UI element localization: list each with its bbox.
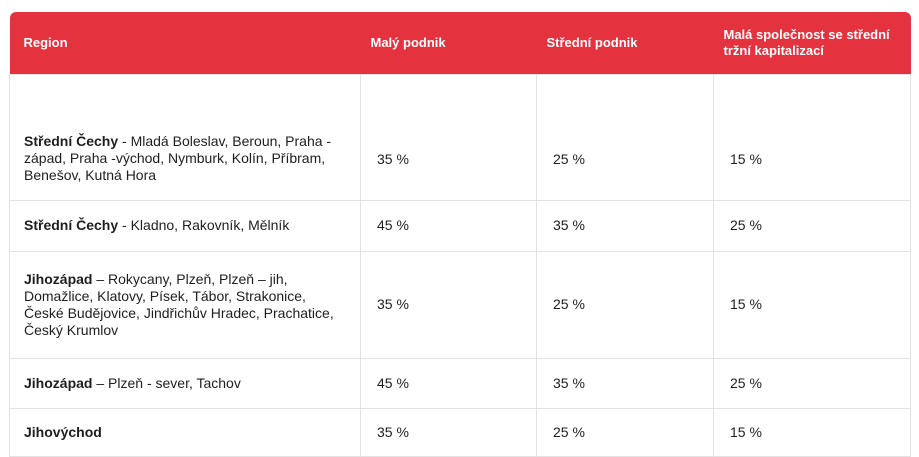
table-row: Jihovýchod 35 % 25 % 15 %	[9, 407, 911, 457]
region-cell: Jihovýchod	[9, 407, 361, 457]
header-small-midcap: Malá společnost se střední tržní kapital…	[713, 12, 911, 74]
region-name: Jihovýchod	[24, 423, 102, 440]
region-cell: Jihozápad – Rokycany, Plzeň, Plzeň – jih…	[9, 250, 361, 359]
small-enterprise-value: 35 %	[360, 250, 537, 359]
region-cell: Jihozápad – Plzeň - sever, Tachov	[9, 357, 361, 409]
small-enterprise-value: 45 %	[360, 199, 537, 252]
small-enterprise-value: 35 %	[360, 73, 537, 201]
small-midcap-value: 25 %	[713, 199, 911, 252]
region-areas: – Rokycany, Plzeň, Plzeň – jih, Domažlic…	[24, 270, 334, 338]
region-name: Jihozápad	[24, 374, 93, 391]
region-name: Střední Čechy	[24, 217, 119, 233]
small-enterprise-value: 45 %	[360, 357, 537, 409]
region-name: Jihozápad	[24, 270, 93, 287]
medium-enterprise-value: 35 %	[536, 199, 714, 252]
region-name: Střední Čechy	[24, 132, 119, 149]
table-row: Jihozápad – Rokycany, Plzeň, Plzeň – jih…	[9, 250, 911, 359]
table-row: Střední Čechy - Kladno, Rakovník, Mělník…	[9, 199, 911, 252]
region-areas: – Plzeň - sever, Tachov	[92, 374, 241, 391]
aid-intensity-table: Region Malý podnik Střední podnik Malá s…	[9, 12, 911, 457]
header-medium-enterprise: Střední podnik	[536, 12, 714, 74]
header-region: Region	[9, 12, 361, 74]
medium-enterprise-value: 25 %	[536, 73, 714, 201]
table-header: Region Malý podnik Střední podnik Malá s…	[9, 12, 911, 74]
small-midcap-value: 15 %	[713, 407, 911, 457]
header-small-enterprise: Malý podnik	[360, 12, 537, 74]
medium-enterprise-value: 35 %	[536, 357, 714, 409]
table-row: Jihozápad – Plzeň - sever, Tachov 45 % 3…	[9, 357, 911, 409]
header-row: Region Malý podnik Střední podnik Malá s…	[9, 12, 911, 74]
region-cell: Střední Čechy - Kladno, Rakovník, Mělník	[9, 199, 361, 252]
medium-enterprise-value: 25 %	[536, 407, 714, 457]
small-midcap-value: 15 %	[713, 73, 911, 201]
table-row: Střední Čechy - Mladá Boleslav, Beroun, …	[9, 73, 911, 201]
table-body: Střední Čechy - Mladá Boleslav, Beroun, …	[9, 73, 911, 457]
region-cell: Střední Čechy - Mladá Boleslav, Beroun, …	[9, 73, 361, 201]
small-midcap-value: 15 %	[713, 250, 911, 359]
small-midcap-value: 25 %	[713, 357, 911, 409]
small-enterprise-value: 35 %	[360, 407, 537, 457]
aid-intensity-table-container: Region Malý podnik Střední podnik Malá s…	[9, 12, 911, 457]
medium-enterprise-value: 25 %	[536, 250, 714, 359]
region-areas: - Kladno, Rakovník, Mělník	[118, 217, 290, 233]
region-areas: - Mladá Boleslav, Beroun, Praha - západ,…	[24, 132, 332, 183]
